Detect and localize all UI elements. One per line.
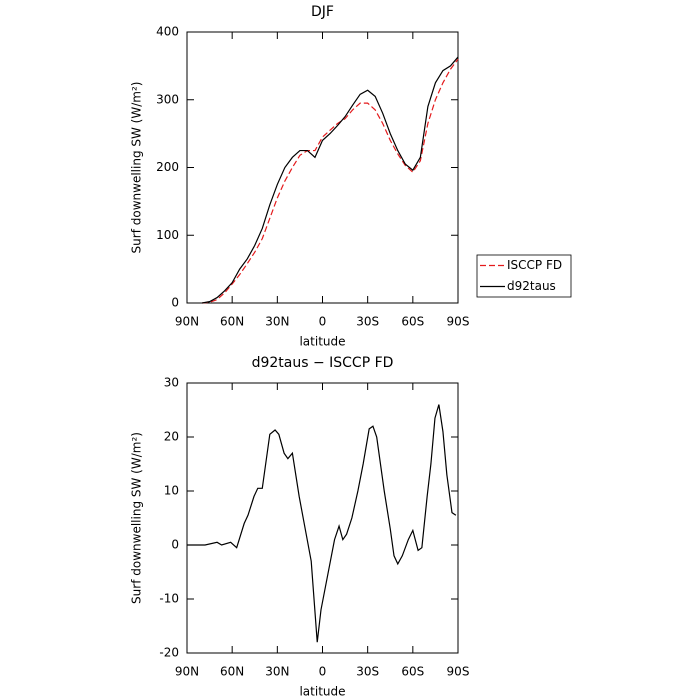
y-tick-label: 20	[164, 430, 179, 444]
data-line	[187, 404, 457, 643]
x-tick-label: 30S	[356, 665, 379, 679]
x-tick-label: 30N	[265, 665, 289, 679]
y-tick-label: 30	[164, 376, 179, 390]
x-tick-label: 60N	[220, 315, 244, 329]
x-tick-label: 90N	[175, 315, 199, 329]
x-tick-label: 60S	[401, 315, 424, 329]
y-axis-label: Surf downwelling SW (W/m²)	[130, 82, 144, 254]
y-tick-label: 0	[171, 538, 179, 552]
data-line	[202, 58, 459, 304]
legend-label: d92taus	[507, 279, 556, 293]
legend-box	[476, 254, 572, 298]
y-tick-label: -10	[159, 592, 179, 606]
x-tick-label: 0	[319, 315, 327, 329]
x-tick-label: 30N	[265, 315, 289, 329]
y-tick-label: 0	[171, 296, 179, 310]
y-tick-label: 300	[156, 92, 179, 106]
chart-title: DJF	[311, 4, 334, 20]
x-tick-label: 30S	[356, 315, 379, 329]
x-axis-label: latitude	[299, 335, 345, 349]
x-tick-label: 90S	[447, 315, 470, 329]
y-axis-label: Surf downwelling SW (W/m²)	[130, 432, 144, 604]
x-tick-label: 0	[319, 665, 327, 679]
y-tick-label: 100	[156, 228, 179, 242]
plot-frame	[186, 382, 459, 654]
plot-frame	[186, 31, 459, 304]
x-tick-label: 60N	[220, 665, 244, 679]
y-tick-label: 200	[156, 160, 179, 174]
y-tick-label: -20	[159, 646, 179, 660]
x-tick-label: 60S	[401, 665, 424, 679]
data-line	[201, 56, 459, 304]
legend-label: ISCCP FD	[507, 258, 562, 272]
y-tick-label: 10	[164, 484, 179, 498]
x-tick-label: 90S	[447, 665, 470, 679]
y-tick-label: 400	[156, 25, 179, 39]
x-axis-label: latitude	[299, 685, 345, 699]
chart-title: d92taus − ISCCP FD	[252, 355, 394, 371]
x-tick-label: 90N	[175, 665, 199, 679]
